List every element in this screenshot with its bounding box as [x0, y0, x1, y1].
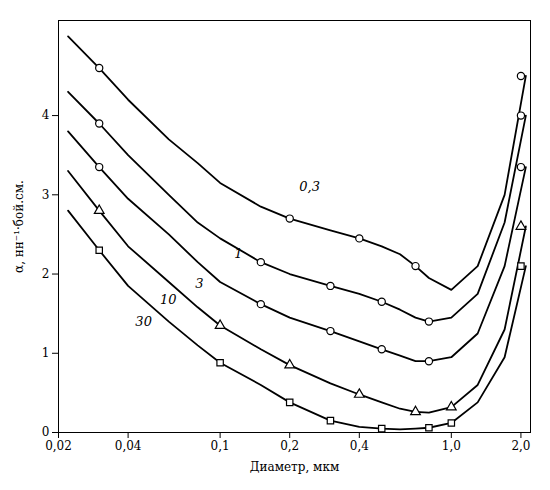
- svg-text:0,2: 0,2: [280, 439, 299, 453]
- svg-text:30: 30: [135, 314, 152, 329]
- svg-text:10: 10: [160, 292, 177, 307]
- svg-text:2: 2: [42, 267, 50, 281]
- svg-text:α, нн⁻¹·бой.см.: α, нн⁻¹·бой.см.: [12, 180, 26, 273]
- svg-text:3: 3: [42, 188, 50, 202]
- svg-text:3: 3: [195, 276, 203, 291]
- svg-text:0,4: 0,4: [350, 439, 369, 453]
- svg-text:0,02: 0,02: [45, 439, 72, 453]
- svg-text:0,1: 0,1: [211, 439, 230, 453]
- svg-text:0,04: 0,04: [115, 439, 142, 453]
- svg-text:2,0: 2,0: [511, 439, 530, 453]
- svg-text:0: 0: [42, 425, 50, 439]
- svg-text:4: 4: [42, 108, 50, 122]
- svg-text:0,3: 0,3: [299, 179, 320, 194]
- svg-text:1,0: 1,0: [442, 439, 461, 453]
- svg-text:1: 1: [234, 246, 242, 261]
- svg-text:1: 1: [42, 346, 50, 360]
- svg-text:Диаметр, мкм: Диаметр, мкм: [250, 460, 339, 474]
